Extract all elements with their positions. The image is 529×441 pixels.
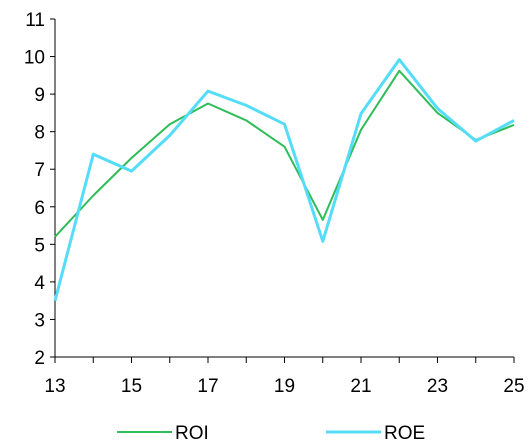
y-tick-label: 3 (34, 310, 45, 331)
series-line-roi (54, 69, 515, 238)
y-tick-label: 7 (34, 160, 45, 181)
y-tick-label: 11 (25, 10, 45, 31)
x-tick-label: 17 (197, 376, 218, 397)
y-tick-label: 6 (34, 198, 45, 219)
x-tick-label: 25 (503, 376, 524, 397)
series-line-roe (53, 58, 515, 302)
y-tick-label: 8 (34, 123, 45, 144)
x-tick-label: 19 (274, 376, 295, 397)
y-tick-label: 9 (34, 85, 45, 106)
legend-label-roi: ROI (175, 423, 209, 441)
legend: ROI ROE (117, 423, 425, 441)
y-tick-label: 2 (34, 348, 45, 369)
y-tick-label: 4 (34, 273, 45, 294)
x-tick-label: 15 (121, 376, 142, 397)
x-tick-label: 13 (44, 376, 65, 397)
axes (50, 18, 515, 363)
x-tick-label: 23 (427, 376, 448, 397)
series-lines (53, 58, 515, 302)
legend-label-roe: ROE (384, 423, 425, 441)
x-tick-label: 21 (350, 376, 371, 397)
y-tick-label: 10 (24, 48, 45, 69)
y-tick-label: 5 (34, 235, 45, 256)
